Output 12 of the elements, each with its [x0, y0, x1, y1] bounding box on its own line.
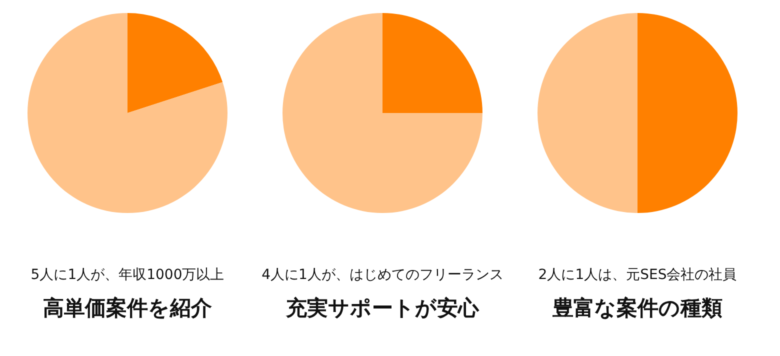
pie-slice	[638, 13, 738, 213]
text: 2人に1人は、元SES会社の社員	[538, 267, 737, 283]
pie-slice	[282, 13, 482, 213]
text: 充実サポートが安心	[285, 296, 480, 320]
pie-slice	[128, 13, 223, 113]
text: 4人に1人が、はじめてのフリーランス	[262, 267, 504, 283]
pie-slice	[538, 13, 638, 213]
text: 5人に1人が、年収1000万以上	[30, 267, 224, 283]
text: 高単価案件を紹介	[43, 296, 213, 320]
pie-slice	[28, 13, 228, 213]
text: 豊富な案件の種類	[552, 296, 722, 320]
pie-slice	[382, 13, 482, 113]
